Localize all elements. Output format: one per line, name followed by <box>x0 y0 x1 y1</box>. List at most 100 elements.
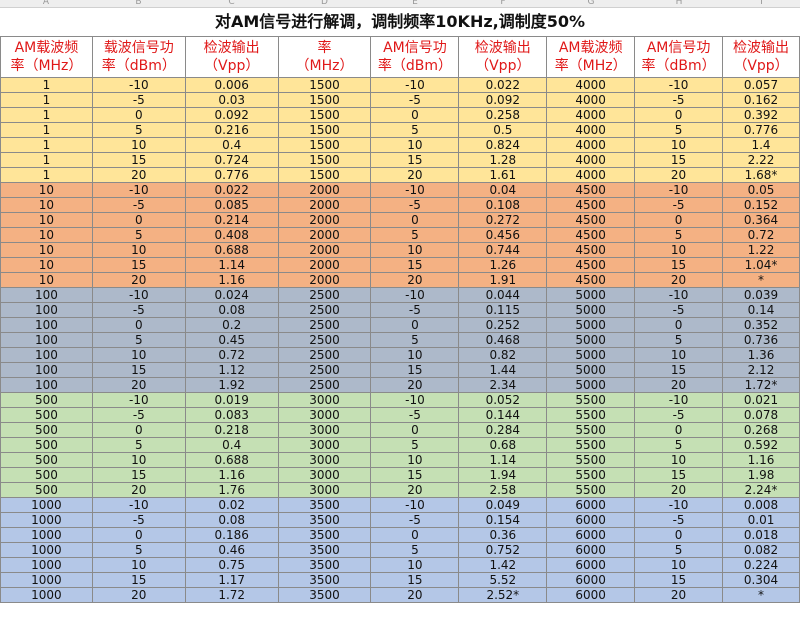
table-cell[interactable]: 1.4 <box>722 137 800 153</box>
table-cell[interactable]: -5 <box>634 407 724 423</box>
table-cell[interactable]: 0.824 <box>458 137 548 153</box>
table-cell[interactable]: 15 <box>91 467 186 483</box>
table-cell[interactable]: 20 <box>91 377 186 393</box>
table-cell[interactable]: 6000 <box>546 497 636 513</box>
table-cell[interactable]: 1.28 <box>458 152 548 168</box>
table-cell[interactable]: 4500 <box>546 197 636 213</box>
table-cell[interactable]: 15 <box>91 257 186 273</box>
table-cell[interactable]: 0.2 <box>184 317 279 333</box>
table-cell[interactable]: 10 <box>634 452 724 468</box>
table-cell[interactable]: 15 <box>370 467 460 483</box>
table-cell[interactable]: 0.36 <box>458 527 548 543</box>
table-cell[interactable]: 100 <box>0 347 93 363</box>
table-cell[interactable]: -10 <box>634 182 724 198</box>
table-cell[interactable]: -10 <box>91 182 186 198</box>
table-cell[interactable]: 0.752 <box>458 542 548 558</box>
table-cell[interactable]: 0.006 <box>184 77 279 93</box>
table-cell[interactable]: 1 <box>0 107 93 123</box>
table-cell[interactable]: 10 <box>370 137 460 153</box>
table-cell[interactable]: 0.144 <box>458 407 548 423</box>
table-cell[interactable]: 5000 <box>546 287 636 303</box>
table-cell[interactable]: 0.364 <box>722 212 800 228</box>
table-cell[interactable]: 0.352 <box>722 317 800 333</box>
table-cell[interactable]: 1000 <box>0 542 93 558</box>
table-cell[interactable]: 0.688 <box>184 242 279 258</box>
table-cell[interactable]: 4500 <box>546 182 636 198</box>
table-cell[interactable]: 0 <box>370 107 460 123</box>
table-cell[interactable]: -5 <box>370 197 460 213</box>
header-cell[interactable]: 检波输出 （Vpp） <box>184 36 279 78</box>
column-letter[interactable]: H <box>675 0 683 7</box>
table-cell[interactable]: 5 <box>91 227 186 243</box>
table-cell[interactable]: -5 <box>91 197 186 213</box>
table-cell[interactable]: 1.61 <box>458 167 548 183</box>
table-cell[interactable]: 0.019 <box>184 392 279 408</box>
table-cell[interactable]: 5 <box>634 227 724 243</box>
table-cell[interactable]: 2500 <box>277 347 372 363</box>
table-cell[interactable]: 15 <box>370 572 460 588</box>
table-cell[interactable]: 5 <box>91 332 186 348</box>
table-cell[interactable]: 2.34 <box>458 377 548 393</box>
table-cell[interactable]: 100 <box>0 317 93 333</box>
table-cell[interactable]: 1000 <box>0 512 93 528</box>
table-cell[interactable]: 15 <box>91 572 186 588</box>
table-cell[interactable]: 3000 <box>277 467 372 483</box>
table-cell[interactable]: 0.736 <box>722 332 800 348</box>
table-cell[interactable]: 3000 <box>277 452 372 468</box>
table-cell[interactable]: 4500 <box>546 212 636 228</box>
table-cell[interactable]: 0.284 <box>458 422 548 438</box>
table-cell[interactable]: 5 <box>634 437 724 453</box>
table-cell[interactable]: 0.224 <box>722 557 800 573</box>
table-cell[interactable]: 3000 <box>277 407 372 423</box>
table-cell[interactable]: 0 <box>370 422 460 438</box>
table-cell[interactable]: 0.092 <box>458 92 548 108</box>
table-cell[interactable]: 0 <box>91 527 186 543</box>
table-cell[interactable]: -10 <box>370 497 460 513</box>
table-cell[interactable]: 1 <box>0 137 93 153</box>
table-cell[interactable]: 0.008 <box>722 497 800 513</box>
table-cell[interactable]: 0.72 <box>722 227 800 243</box>
table-cell[interactable]: 1500 <box>277 137 372 153</box>
table-cell[interactable]: 0 <box>370 527 460 543</box>
table-cell[interactable]: 3000 <box>277 422 372 438</box>
table-cell[interactable]: 0.252 <box>458 317 548 333</box>
table-cell[interactable]: 1.26 <box>458 257 548 273</box>
column-letter[interactable]: D <box>321 0 328 7</box>
table-cell[interactable]: 5 <box>91 542 186 558</box>
table-cell[interactable]: 1.42 <box>458 557 548 573</box>
table-cell[interactable]: 4500 <box>546 242 636 258</box>
table-cell[interactable]: 500 <box>0 407 93 423</box>
table-cell[interactable]: 2500 <box>277 332 372 348</box>
table-cell[interactable]: -10 <box>91 287 186 303</box>
table-cell[interactable]: * <box>722 272 800 288</box>
table-cell[interactable]: 2000 <box>277 257 372 273</box>
table-cell[interactable]: 5 <box>370 332 460 348</box>
table-cell[interactable]: 3500 <box>277 587 372 603</box>
table-cell[interactable]: 0.268 <box>722 422 800 438</box>
table-cell[interactable]: -5 <box>370 302 460 318</box>
table-cell[interactable]: 0.776 <box>184 167 279 183</box>
table-cell[interactable]: 0.46 <box>184 542 279 558</box>
table-cell[interactable]: -5 <box>634 197 724 213</box>
table-cell[interactable]: 0 <box>91 107 186 123</box>
table-cell[interactable]: 1.16 <box>722 452 800 468</box>
table-cell[interactable]: 0.052 <box>458 392 548 408</box>
header-cell[interactable]: 载波信号功 率（dBm） <box>91 36 186 78</box>
table-cell[interactable]: 1.36 <box>722 347 800 363</box>
table-cell[interactable]: 5 <box>91 122 186 138</box>
table-cell[interactable]: 100 <box>0 362 93 378</box>
table-cell[interactable]: 4500 <box>546 227 636 243</box>
table-cell[interactable]: 15 <box>634 572 724 588</box>
table-cell[interactable]: 0.216 <box>184 122 279 138</box>
table-cell[interactable]: 0.08 <box>184 302 279 318</box>
table-cell[interactable]: 1.14 <box>184 257 279 273</box>
table-cell[interactable]: 0.044 <box>458 287 548 303</box>
table-cell[interactable]: 5500 <box>546 467 636 483</box>
table-cell[interactable]: 2000 <box>277 212 372 228</box>
table-cell[interactable]: 1.14 <box>458 452 548 468</box>
table-cell[interactable]: 2000 <box>277 182 372 198</box>
table-cell[interactable]: 500 <box>0 392 93 408</box>
table-cell[interactable]: 0.744 <box>458 242 548 258</box>
table-cell[interactable]: 0.162 <box>722 92 800 108</box>
table-cell[interactable]: 10 <box>634 242 724 258</box>
